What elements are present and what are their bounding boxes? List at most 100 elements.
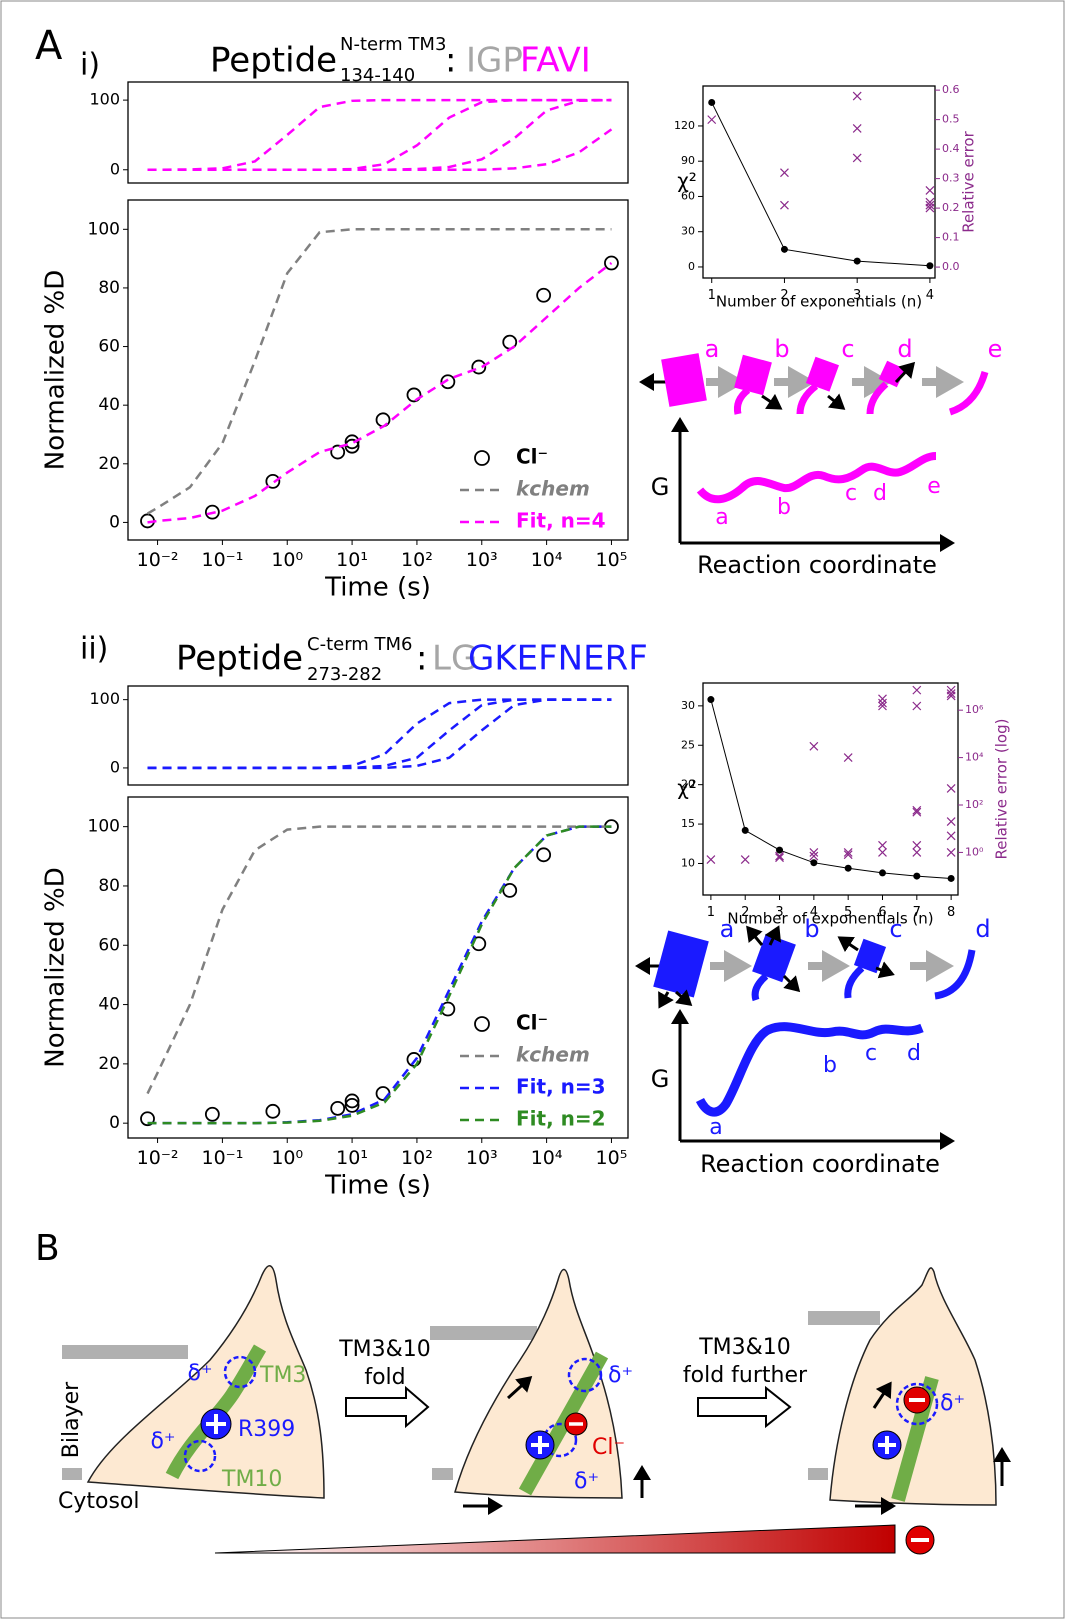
title-part: GKEFNERF: [468, 639, 648, 679]
state-label: d: [975, 915, 990, 943]
x-axis-label: Time (s): [324, 1171, 431, 1201]
unfolded-tail: [751, 973, 769, 1002]
y-tick-label: 20: [98, 454, 120, 474]
data-point: [925, 203, 935, 213]
plot-frame: [127, 199, 629, 541]
data-point: [440, 374, 456, 390]
x-tick-label: 10¹: [336, 549, 368, 571]
data-point: [775, 851, 784, 861]
title-part: Peptide: [176, 639, 303, 679]
step-label: fold: [364, 1365, 405, 1390]
y-tick-label: 80: [98, 876, 120, 896]
y-tick-label: 100: [88, 219, 120, 239]
title-part: IGP: [466, 41, 523, 81]
unfolded-chain: [948, 370, 989, 416]
y-tick-label: 80: [98, 278, 120, 298]
data-point: [706, 855, 716, 864]
delta-label: δ⁺: [940, 1391, 965, 1416]
data-point: [330, 1100, 346, 1116]
gradient-wedge: [214, 1524, 896, 1554]
state-label: c: [865, 1041, 877, 1066]
energy-landscape: [696, 452, 937, 504]
x-tick-label: 10³: [466, 1147, 498, 1169]
scheme-ii: a b c d G Reaction coordinate a b c d: [635, 915, 991, 1178]
data-point: [878, 701, 887, 711]
state-label: a: [720, 915, 735, 943]
data-point: [344, 434, 360, 450]
x-tick-label: 10⁻²: [137, 549, 179, 571]
data-point: [809, 741, 819, 751]
data-point: [471, 359, 487, 375]
y-axis-label: Normalized %D: [41, 270, 71, 470]
y-tick-label: 20: [681, 778, 695, 791]
axis-label: G: [651, 1065, 670, 1093]
title-part: LG: [432, 639, 477, 679]
data-point: [843, 850, 853, 860]
state-label: b: [774, 335, 789, 363]
helix-block: [805, 356, 840, 392]
protein-shape: [829, 1267, 997, 1506]
state-label: d: [873, 481, 887, 506]
r399-label: R399: [238, 1417, 295, 1442]
protein-shape: [454, 1268, 623, 1499]
x-tick-label: 1: [708, 288, 716, 303]
data-point: [604, 255, 619, 271]
data-point: [878, 698, 887, 708]
data-point: [344, 1093, 360, 1109]
arrow: [761, 393, 783, 410]
data-point: [780, 200, 789, 210]
state-label: a: [705, 335, 720, 363]
dipole-circle: [223, 1355, 257, 1389]
data-point: [406, 1052, 422, 1067]
x-tick-label: 10⁴: [531, 1147, 563, 1169]
data-point: [913, 872, 921, 880]
legend-label: Fit, n=2: [516, 1107, 606, 1131]
x-tick-label: 10⁵: [596, 549, 628, 571]
y-tick-label: 100: [89, 689, 120, 708]
helix-block: [661, 353, 707, 407]
data-point: [780, 168, 789, 178]
arrow: [746, 925, 764, 946]
panel-label: ii): [80, 632, 108, 667]
data-point: [780, 245, 788, 253]
data-point: [204, 1106, 220, 1122]
y2-tick-label: 0.2: [942, 201, 960, 214]
y-tick-label: 100: [89, 90, 120, 109]
data-point: [912, 807, 922, 817]
series-line: [147, 98, 612, 172]
step-label: fold further: [683, 1363, 808, 1388]
plot-frame: [127, 81, 629, 184]
data-point: [776, 846, 784, 854]
series-line: [147, 698, 612, 770]
membrane-bar: [432, 1468, 453, 1480]
plus-sign: [878, 1436, 896, 1454]
data-point: [707, 115, 717, 125]
data-point: [946, 847, 956, 857]
title-part: N-term TM3: [340, 34, 446, 55]
y-tick-label: 120: [674, 119, 695, 132]
arrow: [827, 393, 846, 410]
data-point: [140, 1111, 155, 1127]
y2-tick-label: 10⁴: [965, 751, 984, 764]
y-tick-label: 0: [109, 1113, 120, 1133]
dipole-circle: [183, 1439, 217, 1473]
x-tick-label: 10¹: [336, 1147, 368, 1169]
data-point: [844, 864, 852, 872]
legend-label: kchem: [516, 477, 590, 501]
x-tick-label: 7: [913, 905, 921, 920]
plus-sign: [206, 1414, 226, 1434]
data-point: [204, 504, 220, 520]
delta-label: δ⁺: [608, 1363, 633, 1388]
series-line: [711, 102, 930, 267]
delta-label: δ⁺: [150, 1429, 175, 1454]
data-point: [878, 869, 886, 877]
x-axis-label: Number of exponentials (n): [716, 293, 922, 311]
data-point: [878, 694, 887, 704]
title-part: 273-282: [307, 664, 382, 685]
data-point: [878, 840, 887, 850]
y2-axis-label: Relative error (log): [993, 719, 1011, 860]
cytosol-label: Cytosol: [58, 1489, 140, 1514]
y-axis-label: χ²: [677, 169, 697, 193]
data-point: [843, 753, 853, 763]
arrow: [894, 361, 916, 384]
